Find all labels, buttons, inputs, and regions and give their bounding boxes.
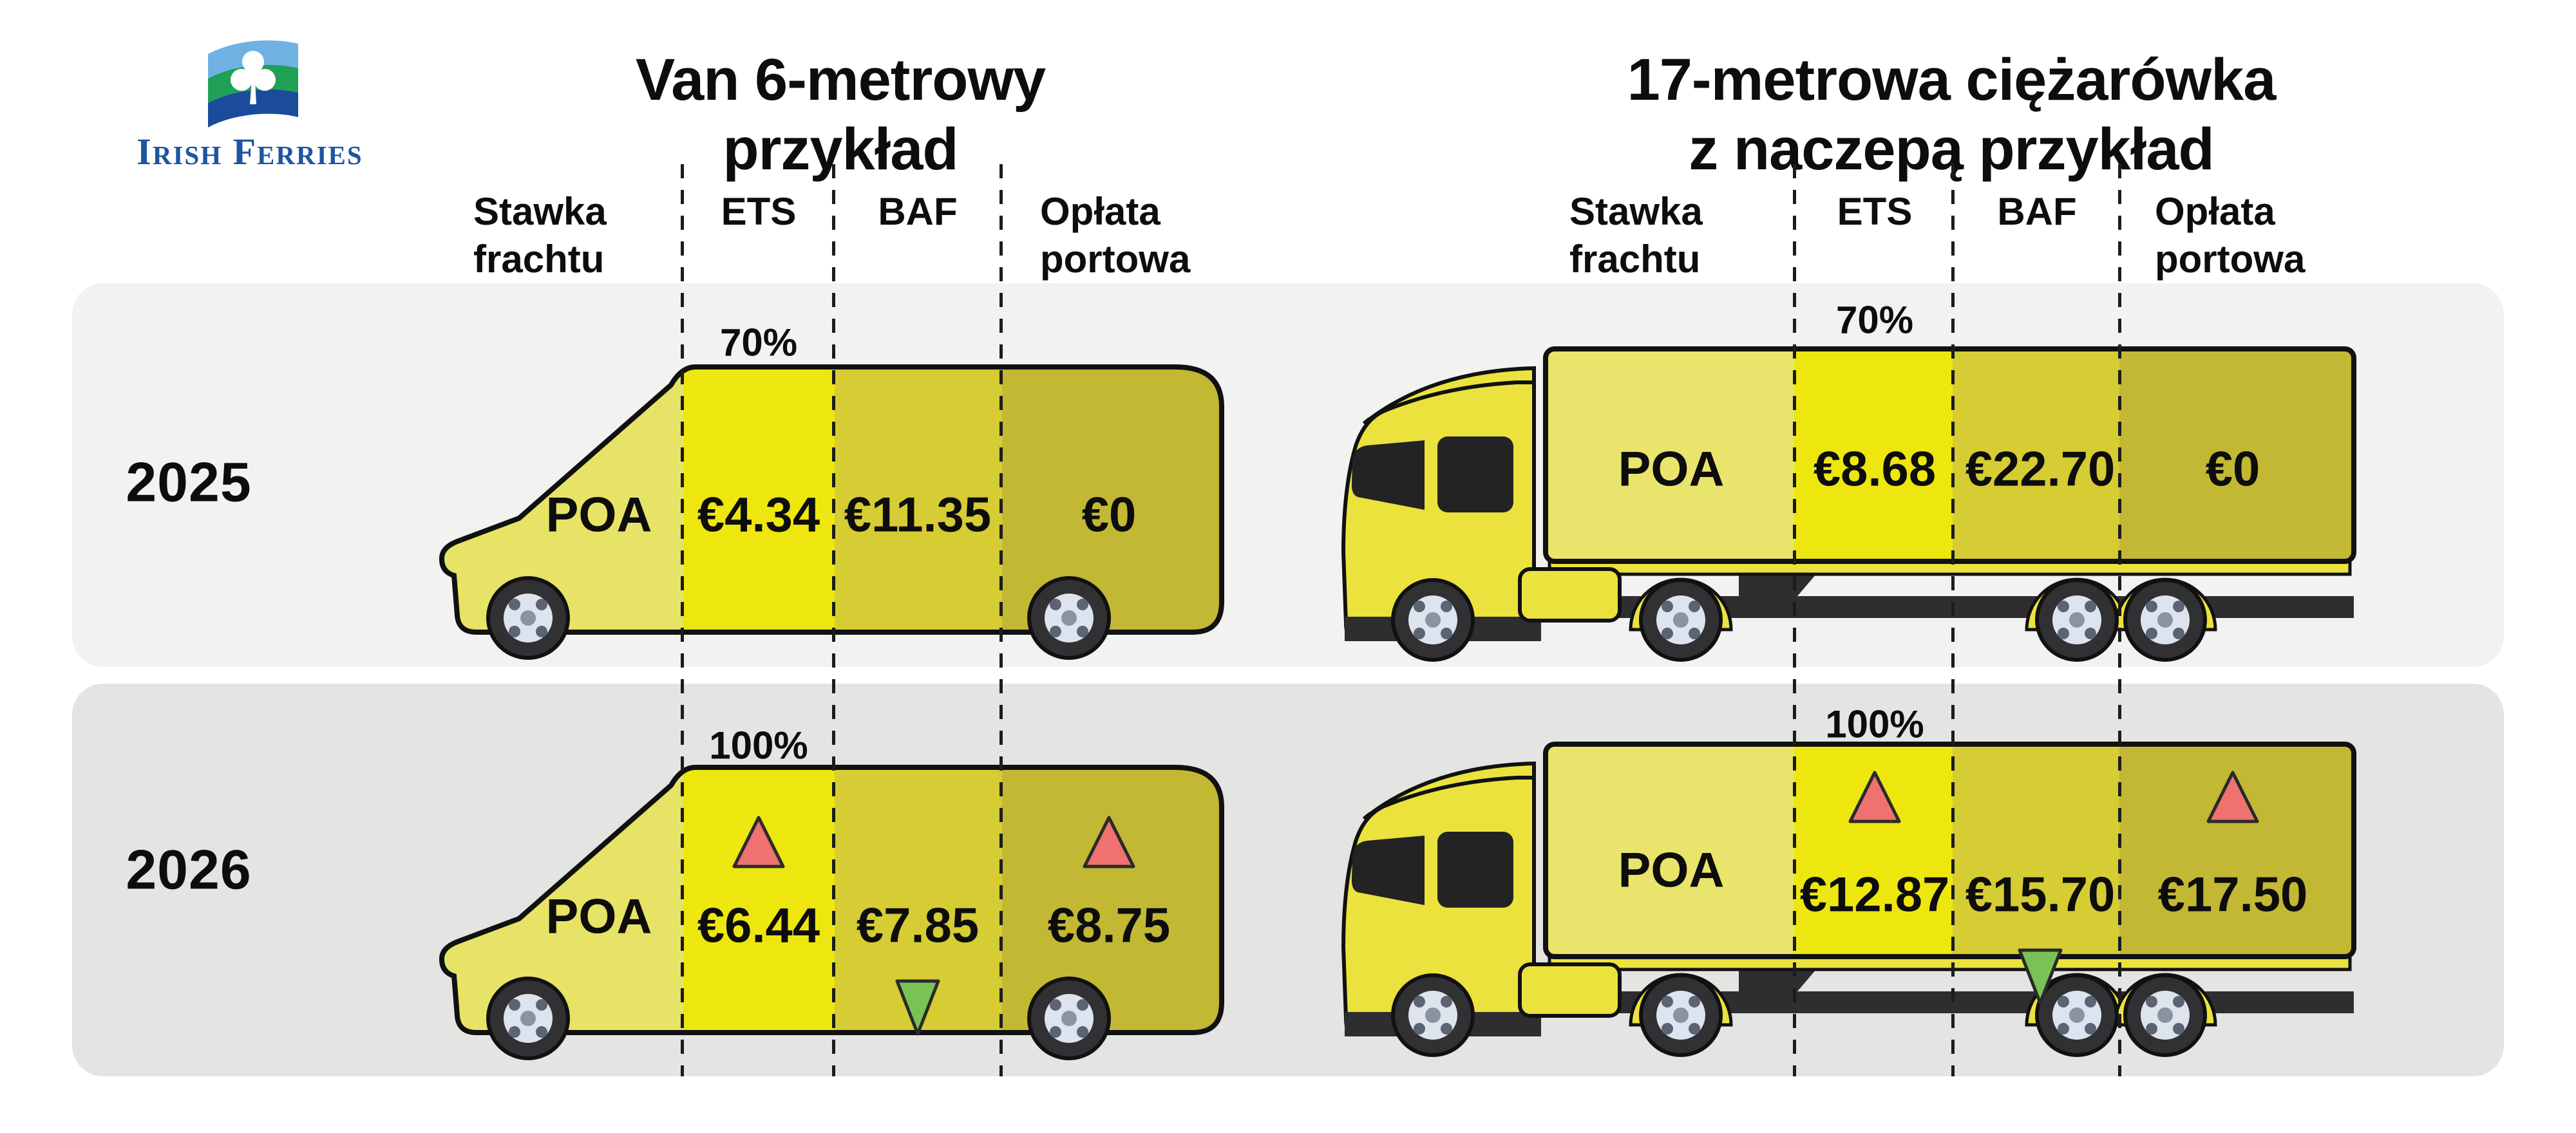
truck-column-freight: Stawka frachtu — [1569, 188, 1703, 283]
van-2026-ets-value: €6.44 — [697, 898, 820, 953]
year-label-2026: 2026 — [126, 839, 252, 901]
truck-2026-illustration — [1341, 742, 2356, 1057]
truck-column-baf: BAF — [1997, 190, 2077, 233]
van-2025-illustration — [439, 364, 1224, 660]
truck-2025-port-value: €0 — [2205, 442, 2260, 497]
trailer-segments — [1546, 349, 2354, 561]
truck-2026-ets-share-label: 100% — [1825, 702, 1924, 746]
van-2025-freight-value: POA — [545, 487, 652, 543]
van-separator-freight-ets — [681, 164, 684, 1076]
truck-column-ets: ETS — [1837, 190, 1913, 233]
year-label-2025: 2025 — [126, 451, 252, 514]
truck-2025-ets-value: €8.68 — [1813, 442, 1937, 497]
van-column-baf: BAF — [878, 190, 958, 233]
van-column-freight-line2: frachtu — [473, 238, 605, 281]
truck-2026-ets-value: €12.87 — [1799, 867, 1950, 922]
truck-cab — [1341, 761, 1541, 1036]
truck-2025-ets-share-label: 70% — [1835, 298, 1914, 342]
truck-wheels — [1391, 973, 2207, 1057]
truck-2026-baf-value: €15.70 — [1965, 867, 2116, 922]
van-column-freight: Stawka frachtu — [473, 188, 607, 283]
van-column-port: Opłata portowa — [1040, 188, 1190, 283]
van-front-wheel — [486, 977, 570, 1060]
van-column-freight-line1: Stawka — [473, 190, 607, 233]
truck-port-increase-icon — [2206, 771, 2259, 823]
truck-separator-freight-ets — [1793, 164, 1796, 1076]
van-separator-ets-baf — [832, 164, 835, 1076]
van-column-port-line2: portowa — [1040, 238, 1191, 281]
shamrock-icon — [231, 51, 276, 104]
van-title-line2: przykład — [723, 117, 958, 182]
truck-2025-baf-value: €22.70 — [1965, 442, 2116, 497]
trailer-segments — [1546, 744, 2354, 957]
van-port-increase-icon — [1083, 816, 1135, 868]
truck-title-line1: 17-metrowa ciężarówka — [1627, 47, 2277, 113]
truck-title: 17-metrowa ciężarówka z naczepą przykład — [1627, 45, 2277, 184]
truck-separator-baf-port — [2118, 164, 2121, 1076]
van-2025-port-value: €0 — [1081, 487, 1137, 543]
van-ets-increase-icon — [732, 816, 785, 868]
van-front-wheel — [486, 576, 570, 660]
truck-column-freight-line2: frachtu — [1569, 238, 1701, 281]
van-2026-port-value: €8.75 — [1047, 898, 1171, 953]
van-2026-ets-share-label: 100% — [709, 724, 808, 767]
van-rear-wheel — [1027, 576, 1111, 660]
truck-2025-illustration — [1341, 346, 2356, 662]
van-rear-wheel — [1027, 977, 1111, 1060]
van-2026-baf-value: €7.85 — [856, 898, 980, 953]
van-separator-baf-port — [999, 164, 1003, 1076]
van-title: Van 6-metrowy przykład — [635, 45, 1046, 184]
van-2026-freight-value: POA — [545, 889, 652, 944]
truck-column-port: Opłata portowa — [2155, 188, 2305, 283]
truck-2026-port-value: €17.50 — [2157, 867, 2308, 922]
van-column-port-line1: Opłata — [1040, 190, 1160, 233]
van-title-line1: Van 6-metrowy — [635, 47, 1046, 113]
truck-2026-freight-value: POA — [1618, 843, 1725, 898]
truck-ets-increase-icon — [1848, 771, 1901, 823]
van-2025-ets-share-label: 70% — [719, 321, 798, 364]
truck-column-port-line1: Opłata — [2155, 190, 2275, 233]
truck-baf-decrease-icon — [2018, 948, 2063, 1005]
irish-ferries-flag-logo — [208, 40, 298, 127]
truck-separator-ets-baf — [1951, 164, 1955, 1076]
truck-column-freight-line1: Stawka — [1569, 190, 1703, 233]
van-2025-ets-value: €4.34 — [697, 487, 820, 543]
truck-wheels — [1391, 578, 2207, 662]
irish-ferries-wordmark: Irish Ferries — [137, 131, 363, 173]
van-baf-decrease-icon — [895, 979, 940, 1036]
van-2025-baf-value: €11.35 — [844, 487, 992, 543]
truck-2025-freight-value: POA — [1618, 442, 1725, 497]
van-column-ets: ETS — [721, 190, 797, 233]
truck-column-port-line2: portowa — [2155, 238, 2306, 281]
